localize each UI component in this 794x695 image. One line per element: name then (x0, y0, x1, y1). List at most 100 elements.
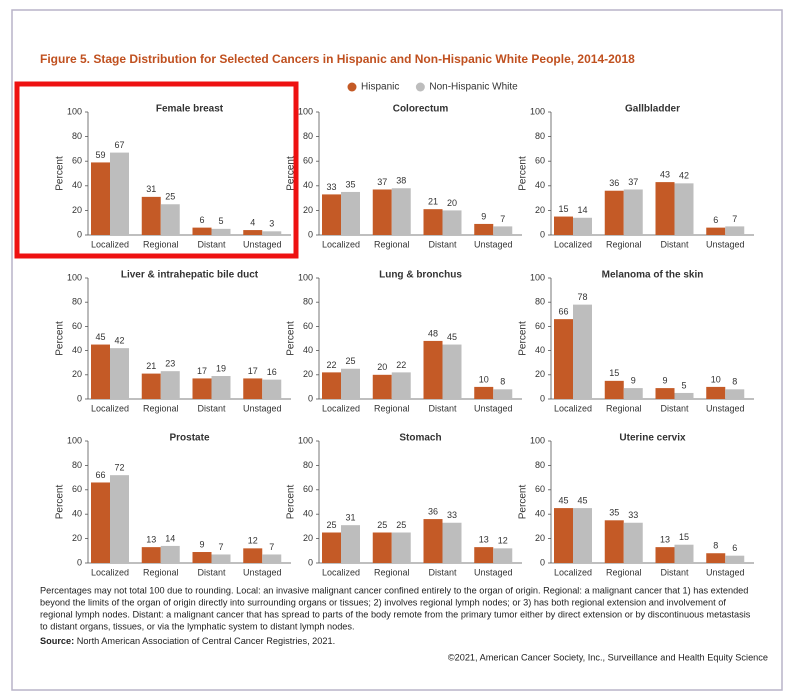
chart-title: Female breast (156, 104, 224, 115)
value-label: 6 (713, 215, 718, 225)
bar (160, 371, 180, 399)
bar (706, 553, 726, 563)
x-tick-label: Distant (660, 567, 689, 577)
bar (211, 376, 231, 399)
value-label: 21 (146, 361, 156, 371)
y-tick-label: 0 (77, 229, 82, 239)
y-tick-label: 40 (72, 509, 82, 519)
y-tick-label: 20 (72, 369, 82, 379)
bar (442, 522, 462, 563)
value-label: 25 (345, 356, 355, 366)
y-tick-label: 40 (303, 180, 313, 190)
value-label: 17 (248, 366, 258, 376)
value-label: 20 (447, 198, 457, 208)
y-tick-label: 80 (72, 460, 82, 470)
bar (262, 231, 282, 235)
x-tick-label: Localized (91, 239, 129, 249)
y-tick-label: 40 (535, 180, 545, 190)
bar (192, 552, 212, 563)
bar (706, 227, 726, 235)
y-tick-label: 60 (72, 321, 82, 331)
x-tick-label: Localized (91, 403, 129, 413)
value-label: 66 (95, 470, 105, 480)
y-tick-label: 100 (298, 435, 313, 445)
y-tick-label: 80 (303, 460, 313, 470)
bar (243, 378, 263, 399)
y-tick-label: 80 (303, 297, 313, 307)
y-tick-label: 80 (535, 460, 545, 470)
x-tick-label: Localized (322, 403, 360, 413)
x-tick-label: Unstaged (706, 403, 745, 413)
value-label: 35 (345, 179, 355, 189)
value-label: 9 (199, 539, 204, 549)
x-tick-label: Localized (322, 567, 360, 577)
x-tick-label: Distant (660, 239, 689, 249)
y-tick-label: 40 (303, 509, 313, 519)
y-tick-label: 80 (303, 131, 313, 141)
bar (474, 547, 494, 563)
value-label: 45 (558, 495, 568, 505)
bar (341, 191, 360, 235)
chart-title: Liver & intrahepatic bile duct (121, 270, 259, 281)
value-label: 13 (146, 535, 156, 545)
value-label: 12 (248, 536, 258, 546)
bar (141, 196, 161, 235)
bar (91, 162, 110, 235)
y-tick-label: 100 (67, 106, 82, 116)
value-label: 31 (345, 513, 355, 523)
y-axis-label: Percent (286, 156, 297, 191)
bar (192, 227, 212, 235)
bar (423, 209, 443, 235)
y-tick-label: 100 (67, 435, 82, 445)
value-label: 4 (250, 217, 255, 227)
bar (243, 548, 263, 563)
footnote: to distant organs, tissues, or via the l… (40, 621, 355, 631)
chart-title: Colorectum (393, 104, 449, 115)
value-label: 23 (165, 359, 175, 369)
bar (322, 372, 341, 399)
bar (91, 344, 110, 399)
copyright: ©2021, American Cancer Society, Inc., Su… (448, 652, 768, 662)
x-tick-label: Unstaged (243, 403, 282, 413)
bar (391, 372, 411, 399)
x-tick-label: Localized (322, 239, 360, 249)
bar (423, 340, 443, 399)
bar (604, 380, 624, 399)
bar (674, 392, 694, 399)
y-tick-label: 80 (535, 297, 545, 307)
x-tick-label: Unstaged (474, 239, 513, 249)
x-tick-label: Distant (428, 239, 457, 249)
source-label: Source: (40, 636, 74, 646)
bar (423, 519, 443, 563)
y-tick-label: 60 (535, 321, 545, 331)
y-axis-label: Percent (518, 321, 529, 356)
value-label: 67 (114, 140, 124, 150)
bar (110, 152, 129, 235)
y-tick-label: 60 (303, 321, 313, 331)
bar (655, 182, 675, 235)
y-axis-label: Percent (55, 156, 66, 191)
footnote: Percentages may not total 100 due to rou… (40, 585, 748, 595)
y-axis-label: Percent (55, 321, 66, 356)
bar (372, 532, 392, 563)
y-tick-label: 0 (77, 393, 82, 403)
bar (554, 319, 573, 399)
y-tick-label: 60 (303, 156, 313, 166)
y-axis-label: Percent (286, 485, 297, 520)
value-label: 36 (428, 506, 438, 516)
y-tick-label: 60 (535, 484, 545, 494)
value-label: 37 (377, 177, 387, 187)
y-tick-label: 20 (303, 205, 313, 215)
y-tick-label: 100 (530, 435, 545, 445)
value-label: 25 (396, 520, 406, 530)
bar (322, 532, 341, 563)
x-tick-label: Localized (554, 567, 592, 577)
bar (391, 188, 411, 235)
bar (243, 230, 263, 235)
bar (573, 217, 592, 235)
y-tick-label: 0 (540, 393, 545, 403)
y-tick-label: 0 (308, 557, 313, 567)
bar (493, 548, 513, 563)
bar (725, 389, 745, 399)
